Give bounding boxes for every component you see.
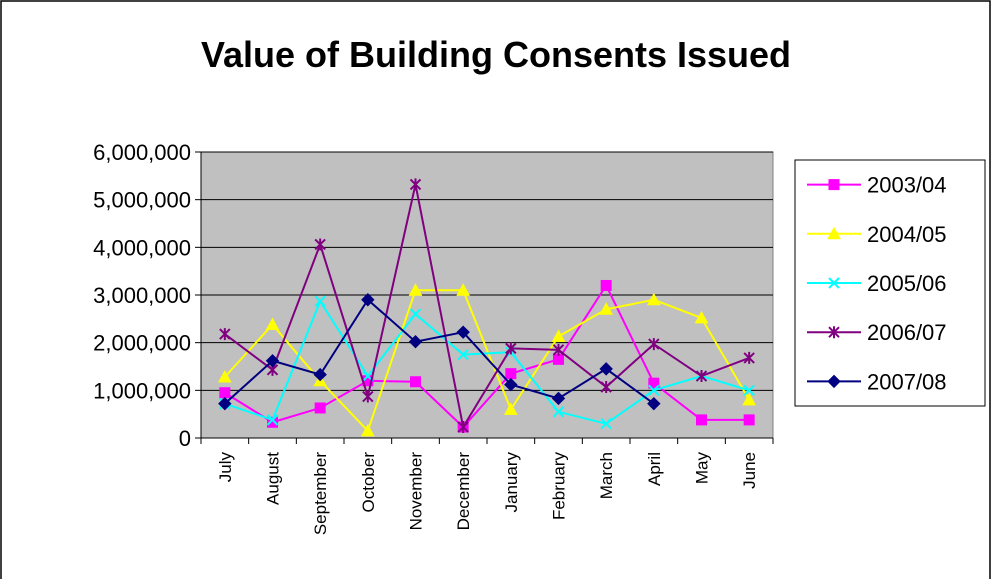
legend-label: 2006/07 [867, 320, 947, 345]
data-point [551, 329, 566, 342]
data-point [695, 370, 708, 383]
x-category-label: December [454, 452, 473, 531]
x-category-label: October [359, 452, 378, 513]
axes: 0 1,000,000 2,000,000 3,000,000 4,000,000 5,0… [93, 140, 774, 535]
y-tick-label: 3,000,000 [93, 283, 191, 308]
data-point [410, 376, 421, 388]
legend-marker [828, 326, 840, 339]
y-tick-label: 4,000,000 [93, 235, 191, 260]
x-category-label: May [693, 452, 712, 485]
series-line [224, 299, 750, 425]
y-tick-label: 6,000,000 [93, 140, 191, 165]
data-point [219, 328, 231, 341]
data-point [265, 354, 280, 368]
y-tick-label: 1,000,000 [93, 378, 191, 403]
data-point [314, 295, 326, 307]
x-category-label: November [407, 452, 426, 531]
series-2007-08 [218, 293, 661, 411]
data-point [648, 377, 660, 389]
x-category-label: September [311, 452, 330, 535]
legend: 2003/04 2004/05 2005/06 2006/07 2007/08 [794, 159, 986, 407]
data-point [362, 390, 374, 403]
data-point [218, 396, 232, 411]
data-point [552, 406, 565, 418]
data-point [408, 335, 423, 349]
data-point [743, 414, 755, 426]
legend-marker [827, 226, 841, 240]
series-2006-07 [219, 178, 755, 434]
legend-label: 2003/04 [867, 173, 947, 198]
x-category-label: July [216, 452, 235, 483]
series-group [217, 178, 757, 437]
data-point [696, 414, 707, 426]
legend-marker [828, 277, 840, 289]
data-point [600, 417, 612, 430]
y-tick-label: 0 [179, 426, 191, 451]
data-point [504, 377, 518, 392]
data-point [505, 368, 517, 380]
legend-label: 2007/08 [867, 369, 947, 394]
data-point [552, 343, 565, 356]
plot-area [200, 151, 774, 439]
data-point [743, 351, 755, 364]
data-point [647, 396, 661, 411]
x-category-label: February [550, 452, 569, 521]
data-point [646, 292, 661, 306]
legend-label: 2004/05 [867, 222, 947, 247]
series-line [224, 283, 750, 429]
data-point [505, 342, 517, 355]
legend-item: 2007/08 [807, 369, 947, 394]
data-point [408, 283, 423, 296]
legend-item: 2003/04 [807, 173, 947, 198]
data-point [743, 384, 755, 397]
legend-item: 2004/05 [807, 222, 947, 247]
data-point [742, 392, 757, 406]
data-point [313, 367, 327, 382]
series-2003-04 [219, 279, 755, 433]
y-tick-label: 2,000,000 [93, 331, 191, 356]
data-point [409, 308, 422, 320]
x-category-label: June [740, 452, 759, 489]
data-point [314, 238, 326, 251]
data-point [265, 317, 280, 331]
data-point [361, 293, 375, 307]
legend-label: 2005/06 [867, 271, 947, 296]
legend-marker [827, 374, 841, 389]
data-point [456, 325, 470, 339]
series-line [224, 298, 655, 405]
data-point [600, 279, 612, 291]
data-point [314, 402, 326, 414]
legend-item: 2005/06 [807, 271, 947, 296]
data-point [553, 353, 564, 365]
x-category-label: January [502, 452, 521, 513]
legend-item: 2006/07 [807, 320, 947, 345]
data-point [551, 391, 566, 406]
data-point [457, 348, 469, 361]
data-point [503, 402, 518, 415]
data-point [266, 414, 279, 426]
data-point [219, 387, 231, 399]
data-point [409, 178, 422, 191]
data-point [599, 362, 613, 376]
data-point [694, 310, 709, 324]
data-point [456, 283, 471, 296]
series-line [224, 184, 750, 430]
data-point [217, 369, 232, 383]
data-point [457, 421, 469, 434]
data-point [360, 423, 375, 437]
x-category-label: March [597, 452, 616, 499]
x-category-label: August [264, 452, 283, 505]
data-point [648, 384, 660, 397]
y-tick-label: 5,000,000 [93, 188, 191, 213]
data-point [648, 338, 660, 351]
data-point [600, 380, 612, 393]
x-category-label: April [645, 452, 664, 486]
data-point [599, 302, 614, 315]
legend-marker [828, 179, 840, 191]
chart-title: Value of Building Consents Issued [201, 34, 791, 75]
